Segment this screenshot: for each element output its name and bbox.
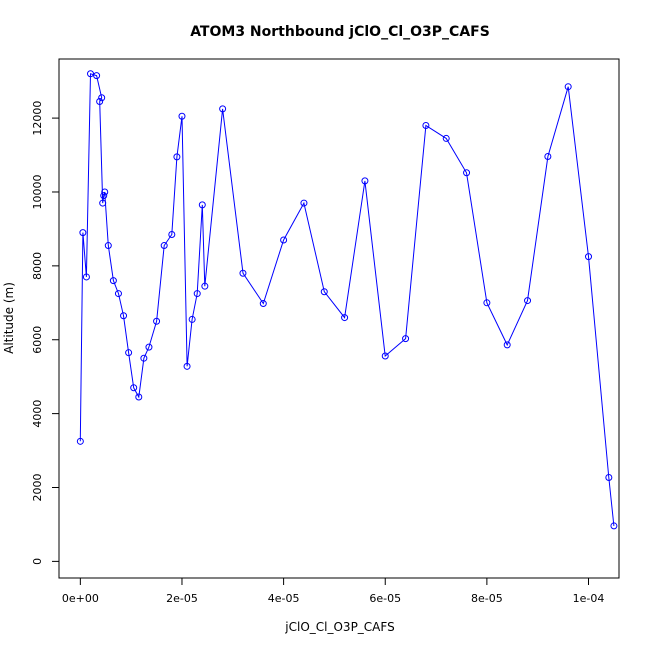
data-point [183,362,191,370]
data-point [544,153,552,161]
data-point [125,349,133,357]
data-point [198,201,206,209]
data-point [188,315,196,323]
data-point [153,317,161,325]
x-tick-label: 0e+00 [62,592,99,605]
data-point [341,314,349,322]
y-axis-label: Altitude (m) [2,282,16,354]
data-point [145,343,153,351]
data-point [100,192,108,200]
data-point [79,229,87,237]
data-point [160,242,168,250]
x-tick-label: 1e-04 [573,592,605,605]
data-point [99,199,107,207]
data-point [219,105,227,113]
x-tick-label: 6e-05 [369,592,401,605]
data-point [442,134,450,142]
y-tick-label: 0 [31,558,44,565]
data-point [93,72,101,80]
x-axis: 0e+00 2e-05 4e-05 6e-05 8e-05 1e-04 [62,578,605,605]
data-point [585,253,593,261]
data-point [135,393,143,401]
data-point [201,282,209,290]
data-point [98,94,106,102]
data-point [463,169,471,177]
data-point [114,290,122,298]
y-tick-label: 10000 [31,174,44,209]
data-point [120,312,128,320]
data-point [259,300,267,308]
x-tick-label: 4e-05 [268,592,300,605]
data-point [96,97,104,105]
data-point [101,188,109,196]
data-point [503,341,511,349]
data-point [381,352,389,360]
data-point [140,354,148,362]
data-point [320,288,328,296]
y-tick-label: 4000 [31,400,44,428]
y-axis: 0 2000 4000 6000 8000 10000 12000 [31,101,59,565]
data-point [564,83,572,91]
data-point [76,437,84,445]
data-point [402,335,410,343]
y-tick-label: 6000 [31,326,44,354]
data-point [82,273,90,281]
data-point [130,384,138,392]
chart-title: ATOM3 Northbound jClO_Cl_O3P_CAFS [190,24,490,40]
series-layer [76,70,618,530]
data-point [483,299,491,307]
y-tick-label: 12000 [31,101,44,136]
data-point [524,297,532,305]
y-tick-label: 2000 [31,473,44,501]
data-point [109,277,117,285]
data-point [605,474,613,482]
data-point [87,70,95,78]
data-point [239,269,247,277]
data-point [300,199,308,207]
plot-frame [58,58,620,579]
x-tick-label: 8e-05 [471,592,503,605]
data-point [422,121,430,129]
data-point [168,230,176,238]
data-point [610,522,618,530]
data-point [104,242,112,250]
x-tick-label: 2e-05 [166,592,198,605]
data-point [280,236,288,244]
data-point [178,112,186,120]
data-point [173,153,181,161]
x-axis-label: jClO_Cl_O3P_CAFS [284,620,394,634]
data-point [193,290,201,298]
y-tick-label: 8000 [31,252,44,280]
data-point [361,177,369,185]
